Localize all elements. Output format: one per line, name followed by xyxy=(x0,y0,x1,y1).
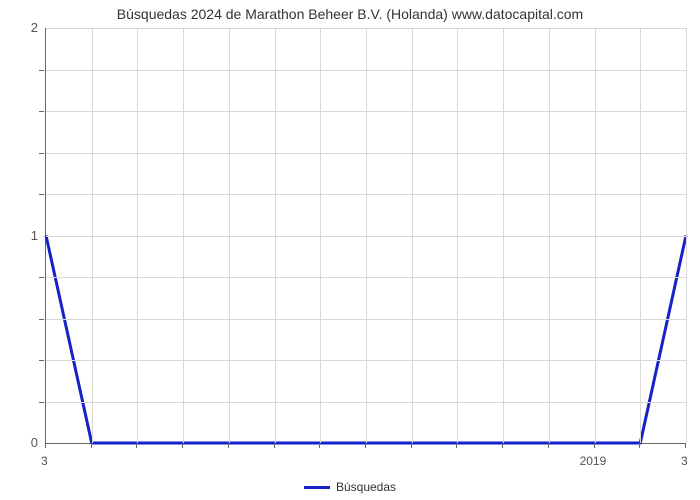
x-tick-mark xyxy=(136,443,137,448)
grid-h-minor-line xyxy=(46,194,686,195)
grid-h-minor-line xyxy=(46,277,686,278)
grid-h-minor-line xyxy=(46,153,686,154)
x-tick-label: 2019 xyxy=(580,454,607,468)
x-tick-mark xyxy=(456,443,457,448)
x-right-corner-label: 3 xyxy=(681,454,688,468)
grid-v-line xyxy=(686,28,687,443)
x-left-corner-label: 3 xyxy=(41,454,48,468)
chart-legend: Búsquedas xyxy=(0,480,700,494)
y-minor-tick xyxy=(39,402,44,403)
x-tick-mark xyxy=(182,443,183,448)
y-tick-label: 1 xyxy=(0,228,38,243)
x-tick-mark xyxy=(91,443,92,448)
grid-h-minor-line xyxy=(46,70,686,71)
y-minor-tick xyxy=(39,360,44,361)
grid-h-line xyxy=(46,28,686,29)
legend-label: Búsquedas xyxy=(336,480,396,494)
x-tick-mark xyxy=(45,443,46,448)
x-tick-mark xyxy=(548,443,549,448)
x-tick-mark xyxy=(411,443,412,448)
grid-h-minor-line xyxy=(46,111,686,112)
y-tick-label: 0 xyxy=(0,435,38,450)
x-tick-mark xyxy=(594,443,595,448)
grid-h-minor-line xyxy=(46,402,686,403)
y-minor-tick xyxy=(39,319,44,320)
y-minor-tick xyxy=(39,70,44,71)
y-minor-tick xyxy=(39,153,44,154)
chart-container: Búsquedas 2024 de Marathon Beheer B.V. (… xyxy=(0,0,700,500)
x-tick-mark xyxy=(639,443,640,448)
x-tick-mark xyxy=(365,443,366,448)
x-tick-mark xyxy=(685,443,686,448)
x-tick-mark xyxy=(502,443,503,448)
chart-title: Búsquedas 2024 de Marathon Beheer B.V. (… xyxy=(0,6,700,22)
grid-h-minor-line xyxy=(46,319,686,320)
grid-h-line xyxy=(46,236,686,237)
x-tick-mark xyxy=(319,443,320,448)
y-tick-label: 2 xyxy=(0,20,38,35)
x-tick-mark xyxy=(274,443,275,448)
grid-h-minor-line xyxy=(46,360,686,361)
plot-area xyxy=(45,28,686,444)
y-minor-tick xyxy=(39,277,44,278)
y-minor-tick xyxy=(39,194,44,195)
y-minor-tick xyxy=(39,111,44,112)
legend-swatch xyxy=(304,486,330,489)
x-tick-mark xyxy=(228,443,229,448)
